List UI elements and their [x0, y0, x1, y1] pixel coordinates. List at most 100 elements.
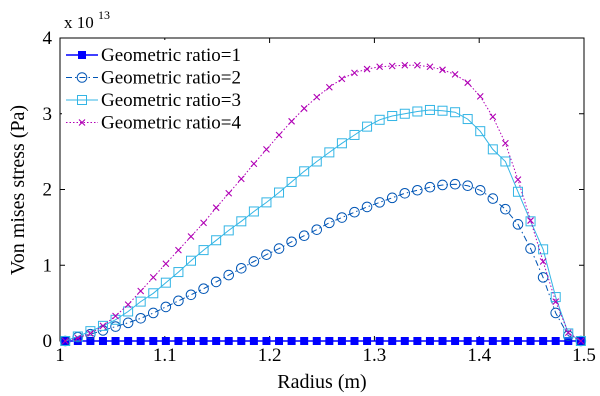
data-point-series-1 — [451, 337, 460, 345]
data-point-series-2 — [286, 236, 297, 248]
data-point-series-4 — [388, 62, 396, 70]
y-tick-label: 2 — [43, 180, 53, 201]
data-point-series-3 — [148, 288, 159, 299]
data-point-series-1 — [375, 337, 384, 345]
data-point-series-2 — [500, 203, 511, 215]
data-point-series-3 — [399, 108, 410, 119]
data-point-series-4 — [325, 83, 333, 91]
x-tick-label: 1.5 — [572, 345, 596, 366]
data-point-series-2 — [374, 197, 385, 208]
data-point-series-2 — [462, 180, 473, 192]
data-point-series-1 — [425, 337, 434, 345]
data-point-series-3 — [311, 156, 322, 167]
data-point-series-1 — [551, 337, 560, 345]
data-point-series-4 — [451, 70, 459, 78]
data-point-legend — [76, 72, 88, 83]
data-point-series-4 — [514, 176, 522, 184]
data-point-series-1 — [187, 337, 195, 345]
data-point-series-1 — [224, 337, 233, 345]
legend-item: Geometric ratio=2 — [66, 68, 241, 89]
data-point-series-2 — [311, 224, 323, 235]
data-point-series-4 — [564, 329, 572, 337]
data-point-series-1 — [501, 337, 510, 345]
data-point-series-1 — [98, 337, 107, 345]
y-tick-label: 1 — [43, 255, 53, 276]
data-point-series-1 — [262, 337, 271, 345]
data-point-series-2 — [110, 321, 121, 332]
data-point-series-3 — [223, 225, 234, 236]
data-point-series-3 — [236, 216, 247, 227]
data-point-series-2 — [198, 283, 209, 295]
data-point-series-1 — [312, 337, 321, 345]
data-point-series-3 — [336, 138, 347, 149]
legend-label: Geometric ratio=2 — [101, 68, 241, 89]
data-point-series-2 — [399, 187, 411, 199]
data-point-series-2 — [298, 230, 310, 242]
data-point-series-1 — [287, 337, 296, 345]
data-point-series-4 — [187, 233, 195, 240]
data-point-legend — [77, 95, 87, 105]
data-point-series-4 — [577, 337, 585, 345]
data-point-series-4 — [527, 217, 534, 224]
data-point-series-3 — [349, 129, 360, 140]
data-point-series-4 — [338, 75, 346, 83]
series-line — [65, 64, 582, 342]
legend-item: Geometric ratio=3 — [66, 90, 241, 111]
data-point-series-3 — [462, 114, 473, 125]
series-layer — [59, 61, 587, 347]
series-line — [65, 109, 582, 342]
data-point-series-4 — [300, 105, 308, 112]
data-point-series-2 — [474, 184, 486, 196]
data-point-series-4 — [124, 301, 132, 309]
data-point-series-3 — [299, 166, 310, 177]
data-point-series-3 — [211, 235, 222, 246]
data-point-series-2 — [525, 243, 536, 254]
data-point-series-3 — [525, 216, 536, 227]
data-point-series-1 — [400, 337, 409, 345]
data-point-series-4 — [439, 66, 446, 74]
data-point-series-1 — [350, 337, 359, 345]
data-point-series-1 — [413, 337, 422, 345]
legend-item: Geometric ratio=4 — [66, 113, 241, 134]
data-point-series-4 — [351, 69, 358, 77]
data-point-series-2 — [512, 219, 524, 230]
data-point-series-4 — [112, 312, 119, 320]
data-point-series-4 — [87, 330, 94, 337]
data-point-series-3 — [450, 107, 461, 118]
data-point-series-1 — [476, 337, 485, 345]
data-point-series-3 — [424, 104, 435, 115]
data-point-series-3 — [123, 306, 134, 317]
data-point-series-4 — [149, 273, 157, 281]
data-point-series-4 — [225, 189, 233, 197]
data-point-series-4 — [250, 160, 258, 168]
legend-label: Geometric ratio=1 — [101, 45, 241, 66]
data-point-series-1 — [300, 337, 309, 345]
data-point-series-1 — [136, 337, 145, 345]
data-point-series-1 — [488, 337, 497, 345]
data-point-series-2 — [210, 276, 222, 288]
data-point-series-3 — [437, 105, 448, 116]
data-point-series-4 — [99, 322, 107, 330]
series-4 — [61, 61, 585, 345]
data-point-series-4 — [363, 65, 371, 73]
data-point-series-3 — [475, 126, 486, 137]
data-point-series-2 — [147, 307, 159, 319]
data-point-series-1 — [124, 337, 133, 345]
data-point-series-1 — [199, 337, 208, 345]
y-tick-label: 4 — [43, 28, 53, 49]
data-point-series-3 — [274, 187, 285, 198]
data-point-series-1 — [539, 337, 548, 345]
data-point-series-2 — [349, 206, 360, 218]
data-point-series-4 — [288, 117, 295, 125]
data-point-series-2 — [185, 289, 197, 301]
data-point-series-4 — [137, 287, 145, 295]
data-point-series-4 — [175, 246, 182, 254]
data-point-series-3 — [563, 328, 574, 339]
data-point-series-1 — [111, 337, 120, 345]
data-point-series-2 — [135, 312, 146, 324]
data-point-series-4 — [212, 204, 220, 212]
data-point-series-4 — [74, 334, 82, 342]
data-point-series-1 — [463, 337, 472, 345]
